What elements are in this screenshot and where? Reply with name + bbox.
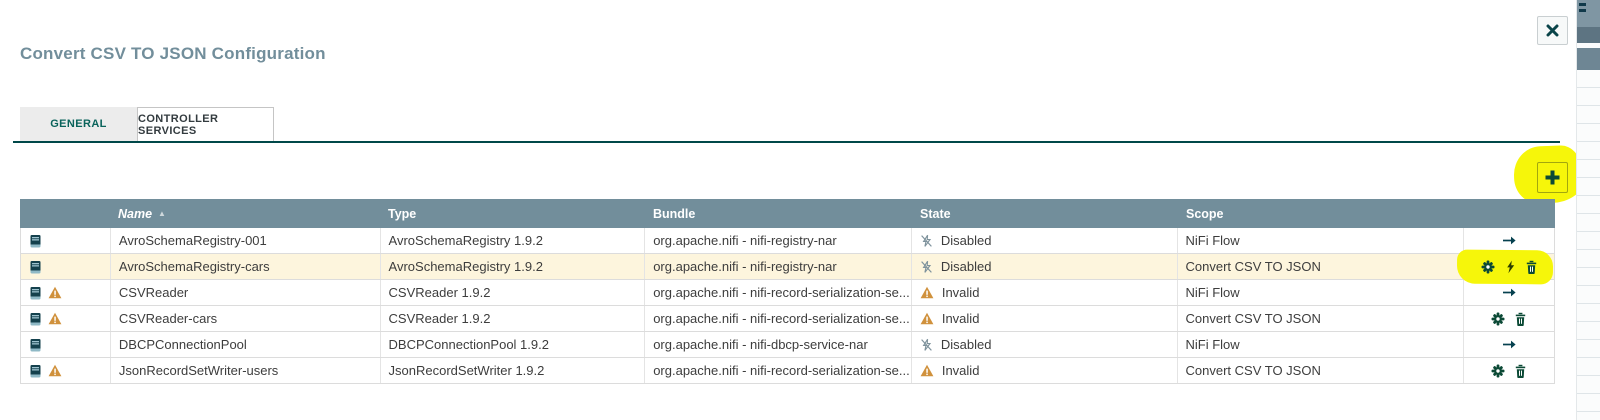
edge-artifact-rows bbox=[1577, 70, 1600, 420]
dialog-title: Convert CSV TO JSON Configuration bbox=[20, 44, 326, 63]
row-scope-cell: Convert CSV TO JSON bbox=[1178, 358, 1465, 383]
row-bundle-cell: org.apache.nifi - nifi-dbcp-service-nar bbox=[645, 332, 912, 357]
edge-artifact-block bbox=[1577, 0, 1600, 27]
delete-trash-icon[interactable] bbox=[1514, 312, 1527, 326]
edge-artifact-block bbox=[1577, 27, 1600, 43]
tab-bar: GENERAL CONTROLLER SERVICES bbox=[20, 107, 274, 141]
header-bundle[interactable]: Bundle bbox=[653, 206, 696, 221]
delete-trash-icon[interactable] bbox=[1525, 260, 1538, 274]
row-scope-cell: NiFi Flow bbox=[1178, 332, 1465, 357]
table-row[interactable]: DBCPConnectionPool DBCPConnectionPool 1.… bbox=[21, 332, 1554, 358]
row-state-cell: Disabled bbox=[912, 332, 1178, 357]
row-name-cell: AvroSchemaRegistry-001 bbox=[111, 228, 381, 253]
row-scope-cell: NiFi Flow bbox=[1178, 280, 1465, 305]
row-icons-cell bbox=[21, 332, 111, 357]
row-type-cell: CSVReader 1.9.2 bbox=[381, 306, 646, 331]
row-name-cell: AvroSchemaRegistry-cars bbox=[111, 254, 381, 279]
controller-services-table: Name ▲ Type Bundle State Scope AvroSchem… bbox=[20, 199, 1555, 384]
usage-book-icon[interactable] bbox=[29, 260, 42, 274]
usage-book-icon[interactable] bbox=[29, 338, 42, 352]
usage-book-icon[interactable] bbox=[29, 312, 42, 326]
tab-controller-services[interactable]: CONTROLLER SERVICES bbox=[137, 107, 274, 141]
tab-underline bbox=[13, 141, 1560, 143]
edge-artifact-mark bbox=[1579, 9, 1586, 12]
table-row[interactable]: AvroSchemaRegistry-cars AvroSchemaRegist… bbox=[21, 254, 1554, 280]
add-controller-service-button[interactable] bbox=[1537, 162, 1568, 193]
row-bundle-cell: org.apache.nifi - nifi-registry-nar bbox=[645, 254, 912, 279]
row-type-cell: DBCPConnectionPool 1.9.2 bbox=[381, 332, 646, 357]
disabled-bolt-icon bbox=[920, 260, 933, 274]
tab-general[interactable]: GENERAL bbox=[20, 107, 137, 141]
edit-gear-icon[interactable] bbox=[1491, 312, 1505, 326]
go-to-icon[interactable] bbox=[1502, 287, 1517, 298]
row-bundle-cell: org.apache.nifi - nifi-record-serializat… bbox=[645, 358, 912, 383]
row-name-cell: CSVReader bbox=[111, 280, 381, 305]
row-actions-cell bbox=[1464, 332, 1554, 357]
row-state-cell: Invalid bbox=[912, 306, 1178, 331]
go-to-icon[interactable] bbox=[1502, 339, 1517, 350]
row-scope-cell: Convert CSV TO JSON bbox=[1178, 306, 1465, 331]
table-row[interactable]: AvroSchemaRegistry-001 AvroSchemaRegistr… bbox=[21, 228, 1554, 254]
row-actions-cell bbox=[1464, 254, 1554, 279]
edge-artifact-mark bbox=[1579, 3, 1586, 6]
usage-book-icon[interactable] bbox=[29, 234, 42, 248]
go-to-icon[interactable] bbox=[1502, 235, 1517, 246]
row-icons-cell bbox=[21, 280, 111, 305]
warning-icon bbox=[48, 312, 62, 325]
table-row[interactable]: CSVReader-cars CSVReader 1.9.2 org.apach… bbox=[21, 306, 1554, 332]
row-type-cell: CSVReader 1.9.2 bbox=[381, 280, 646, 305]
enable-bolt-icon[interactable] bbox=[1504, 260, 1516, 274]
row-name-cell: CSVReader-cars bbox=[111, 306, 381, 331]
header-type[interactable]: Type bbox=[388, 206, 417, 221]
table-row[interactable]: JsonRecordSetWriter-users JsonRecordSetW… bbox=[21, 358, 1554, 384]
row-type-cell: AvroSchemaRegistry 1.9.2 bbox=[381, 228, 646, 253]
invalid-warning-icon bbox=[920, 364, 934, 377]
table-body: AvroSchemaRegistry-001 AvroSchemaRegistr… bbox=[20, 228, 1555, 384]
header-scope[interactable]: Scope bbox=[1186, 206, 1224, 221]
warning-icon bbox=[48, 364, 62, 377]
invalid-warning-icon bbox=[920, 312, 934, 325]
sort-asc-icon: ▲ bbox=[158, 209, 166, 218]
row-icons-cell bbox=[21, 254, 111, 279]
header-state[interactable]: State bbox=[920, 206, 951, 221]
disabled-bolt-icon bbox=[920, 338, 933, 352]
row-state-cell: Disabled bbox=[912, 254, 1178, 279]
edge-artifact-block bbox=[1577, 48, 1600, 70]
row-actions-cell bbox=[1464, 306, 1554, 331]
edit-gear-icon[interactable] bbox=[1481, 260, 1495, 274]
row-bundle-cell: org.apache.nifi - nifi-registry-nar bbox=[645, 228, 912, 253]
header-name[interactable]: Name ▲ bbox=[118, 206, 166, 221]
row-actions-cell bbox=[1464, 358, 1554, 383]
row-type-cell: JsonRecordSetWriter 1.9.2 bbox=[381, 358, 646, 383]
plus-icon bbox=[1544, 169, 1561, 186]
table-header-row: Name ▲ Type Bundle State Scope bbox=[20, 199, 1555, 228]
row-type-cell: AvroSchemaRegistry 1.9.2 bbox=[381, 254, 646, 279]
close-icon bbox=[1546, 24, 1559, 37]
row-bundle-cell: org.apache.nifi - nifi-record-serializat… bbox=[645, 280, 912, 305]
row-name-cell: JsonRecordSetWriter-users bbox=[111, 358, 381, 383]
row-scope-cell: NiFi Flow bbox=[1178, 228, 1465, 253]
row-actions-cell bbox=[1464, 228, 1554, 253]
row-name-cell: DBCPConnectionPool bbox=[111, 332, 381, 357]
row-icons-cell bbox=[21, 228, 111, 253]
invalid-warning-icon bbox=[920, 286, 934, 299]
disabled-bolt-icon bbox=[920, 234, 933, 248]
row-icons-cell bbox=[21, 358, 111, 383]
row-scope-cell: Convert CSV TO JSON bbox=[1178, 254, 1465, 279]
row-icons-cell bbox=[21, 306, 111, 331]
row-state-cell: Invalid bbox=[912, 280, 1178, 305]
usage-book-icon[interactable] bbox=[29, 364, 42, 378]
screen-edge-artifact bbox=[1576, 0, 1600, 420]
usage-book-icon[interactable] bbox=[29, 286, 42, 300]
warning-icon bbox=[48, 286, 62, 299]
delete-trash-icon[interactable] bbox=[1514, 364, 1527, 378]
edit-gear-icon[interactable] bbox=[1491, 364, 1505, 378]
row-actions-cell bbox=[1464, 280, 1554, 305]
row-state-cell: Invalid bbox=[912, 358, 1178, 383]
table-row[interactable]: CSVReader CSVReader 1.9.2 org.apache.nif… bbox=[21, 280, 1554, 306]
row-bundle-cell: org.apache.nifi - nifi-record-serializat… bbox=[645, 306, 912, 331]
row-state-cell: Disabled bbox=[912, 228, 1178, 253]
close-button[interactable] bbox=[1537, 16, 1568, 45]
